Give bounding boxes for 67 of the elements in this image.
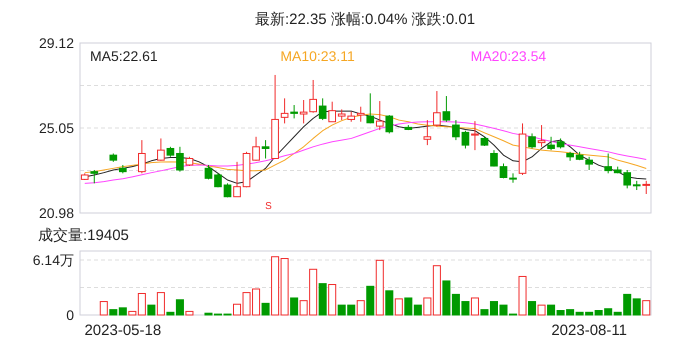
bar	[185, 310, 194, 316]
candlestick	[290, 104, 298, 119]
candlestick	[585, 156, 593, 170]
candlestick	[538, 124, 546, 148]
bar	[328, 284, 336, 316]
candlestick	[280, 98, 288, 124]
y-tick-label: 0	[66, 307, 74, 323]
y-tick-label: 20.98	[38, 205, 74, 221]
candlestick	[138, 140, 146, 174]
candlestick	[262, 140, 270, 159]
candlestick	[462, 130, 470, 149]
candlestick	[642, 180, 650, 194]
candlestick	[309, 79, 317, 114]
candlestick	[556, 138, 564, 149]
candlestick	[442, 96, 450, 122]
candlestick	[452, 120, 460, 141]
candlestick	[385, 114, 394, 134]
text: MA5:22.61	[90, 48, 158, 64]
candlestick	[366, 92, 374, 124]
candlestick	[186, 156, 194, 167]
bar	[385, 290, 394, 316]
text: MA10:23.11	[280, 48, 356, 64]
candlestick	[356, 106, 365, 122]
candlestick	[338, 108, 346, 121]
y-tick-label: 29.12	[38, 35, 74, 51]
bar	[366, 286, 374, 316]
line-series	[84, 114, 647, 174]
candlestick	[528, 132, 536, 149]
text: MA20:23.54	[470, 48, 546, 64]
annotation: S	[265, 201, 272, 212]
bar	[147, 304, 156, 316]
chart-title: 成交量:19405	[38, 227, 129, 244]
bar	[100, 301, 108, 316]
bar	[470, 297, 479, 316]
candlestick	[604, 152, 612, 174]
y-tick-label: 25.05	[38, 120, 74, 136]
candlestick	[328, 101, 336, 122]
candlestick	[424, 120, 432, 146]
bar	[538, 304, 546, 316]
candlestick	[376, 100, 384, 131]
bar	[356, 300, 365, 316]
candlestick	[90, 169, 98, 184]
bar	[376, 260, 384, 316]
candlestick	[347, 111, 356, 122]
candlestick	[166, 146, 174, 158]
chart-title: 最新:22.35 涨幅:0.04% 涨跌:0.01	[254, 11, 476, 28]
y-tick-label: 6.14万	[32, 252, 74, 268]
bar	[262, 302, 270, 316]
candlestick	[433, 90, 441, 128]
bar	[518, 276, 527, 316]
bar	[528, 301, 536, 316]
x-tick-label: 2023-05-18	[84, 322, 162, 339]
x-tick-label: 2023-08-11	[551, 322, 627, 339]
candlestick	[176, 146, 184, 172]
candlestick	[300, 100, 308, 124]
candlestick	[471, 120, 479, 151]
bar	[290, 297, 298, 316]
candlestick	[318, 98, 327, 121]
candlestick	[632, 180, 641, 191]
bar	[156, 292, 165, 316]
bar	[394, 298, 403, 316]
candlestick	[623, 169, 632, 189]
candlestick	[157, 138, 165, 162]
candlestick	[547, 136, 555, 151]
bar	[642, 300, 650, 316]
candlestick	[480, 136, 488, 146]
bar	[318, 283, 327, 316]
